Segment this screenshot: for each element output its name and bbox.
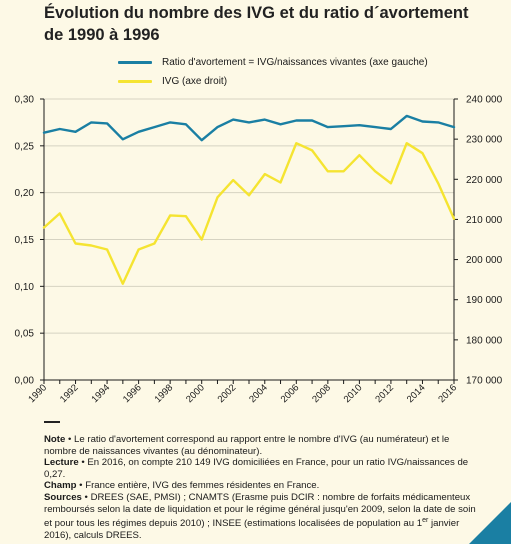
y-right-tick-label: 190 000 bbox=[466, 295, 503, 306]
x-tick-label: 2016 bbox=[436, 382, 459, 405]
x-tick-label: 1992 bbox=[58, 382, 81, 405]
sources-text-2: janvier 2016), calculs DREES. bbox=[44, 518, 460, 541]
line-chart: 0,00 0,05 0,10 0,15 0,20 0,25 0,30 170 000 180 0… bbox=[15, 95, 503, 406]
y-left-tick-label: 0,20 bbox=[15, 188, 35, 199]
y-right-tick-label: 220 000 bbox=[466, 175, 503, 186]
x-tick-label: 2012 bbox=[373, 382, 396, 405]
lecture-paragraph: Lecture • En 2016, on compte 210 149 IVG… bbox=[44, 457, 469, 480]
x-tick-label: 1998 bbox=[153, 382, 176, 405]
legend-swatch-ratio bbox=[118, 61, 152, 64]
sources-text-1: DREES (SAE, PMSI) ; CNAMTS (Erasme puis … bbox=[44, 491, 476, 530]
x-tick-label: 2002 bbox=[216, 382, 239, 405]
chart-notes: Note • Le ratio d'avortement correspond … bbox=[44, 434, 484, 542]
note-text: Le ratio d'avortement correspond au rapp… bbox=[44, 434, 450, 457]
legend-label-ivg: IVG (axe droit) bbox=[162, 76, 228, 87]
y-right-tick-label: 200 000 bbox=[466, 255, 503, 266]
champ-paragraph: Champ • France entière, IVG des femmes r… bbox=[44, 480, 320, 492]
y-left-tick-label: 0,05 bbox=[15, 329, 35, 340]
y-right-tick-label: 180 000 bbox=[466, 335, 503, 346]
series-line-ivg bbox=[42, 142, 456, 285]
x-tick-label: 1996 bbox=[121, 382, 144, 405]
y-left-tick-label: 0,10 bbox=[15, 282, 35, 293]
x-tick-label: 2010 bbox=[342, 382, 365, 405]
champ-text: France entière, IVG des femmes résidente… bbox=[85, 480, 320, 492]
series-line-ratio bbox=[42, 114, 456, 142]
y-right-tick-label: 170 000 bbox=[466, 376, 503, 387]
champ-label: Champ bbox=[44, 480, 77, 492]
corner-decoration bbox=[469, 502, 511, 544]
y-right-tick-label: 240 000 bbox=[466, 95, 503, 106]
note-label: Note bbox=[44, 434, 66, 445]
chart-title: Évolution du nombre des IVG et du ratio … bbox=[44, 4, 469, 44]
y-right-tick-label: 230 000 bbox=[466, 135, 503, 146]
x-tick-label: 2006 bbox=[279, 382, 302, 405]
lecture-label: Lecture bbox=[44, 457, 79, 469]
legend-label-ratio: Ratio d'avortement = IVG/naissances viva… bbox=[162, 57, 428, 68]
x-tick-label: 2014 bbox=[405, 382, 428, 405]
x-tick-label: 2000 bbox=[184, 382, 207, 405]
y-left-tick-label: 0,30 bbox=[15, 95, 35, 106]
notes-divider bbox=[44, 421, 60, 423]
y-left-tick-label: 0,00 bbox=[15, 376, 35, 387]
note-paragraph: Note • Le ratio d'avortement correspond … bbox=[44, 434, 450, 457]
y-left-tick-label: 0,15 bbox=[15, 235, 35, 246]
sources-sup: er bbox=[422, 517, 429, 525]
x-tick-label: 2004 bbox=[247, 382, 270, 405]
x-tick-label: 2008 bbox=[310, 382, 333, 405]
y-left-tick-label: 0,25 bbox=[15, 141, 35, 152]
y-right-tick-label: 210 000 bbox=[466, 215, 503, 226]
legend-swatch-ivg bbox=[118, 80, 152, 83]
lecture-text: En 2016, on compte 210 149 IVG domicilié… bbox=[44, 457, 469, 480]
sources-label: Sources bbox=[44, 491, 82, 503]
x-tick-label: 1994 bbox=[89, 382, 112, 405]
sources-paragraph: Sources • DREES (SAE, PMSI) ; CNAMTS (Er… bbox=[44, 491, 476, 541]
